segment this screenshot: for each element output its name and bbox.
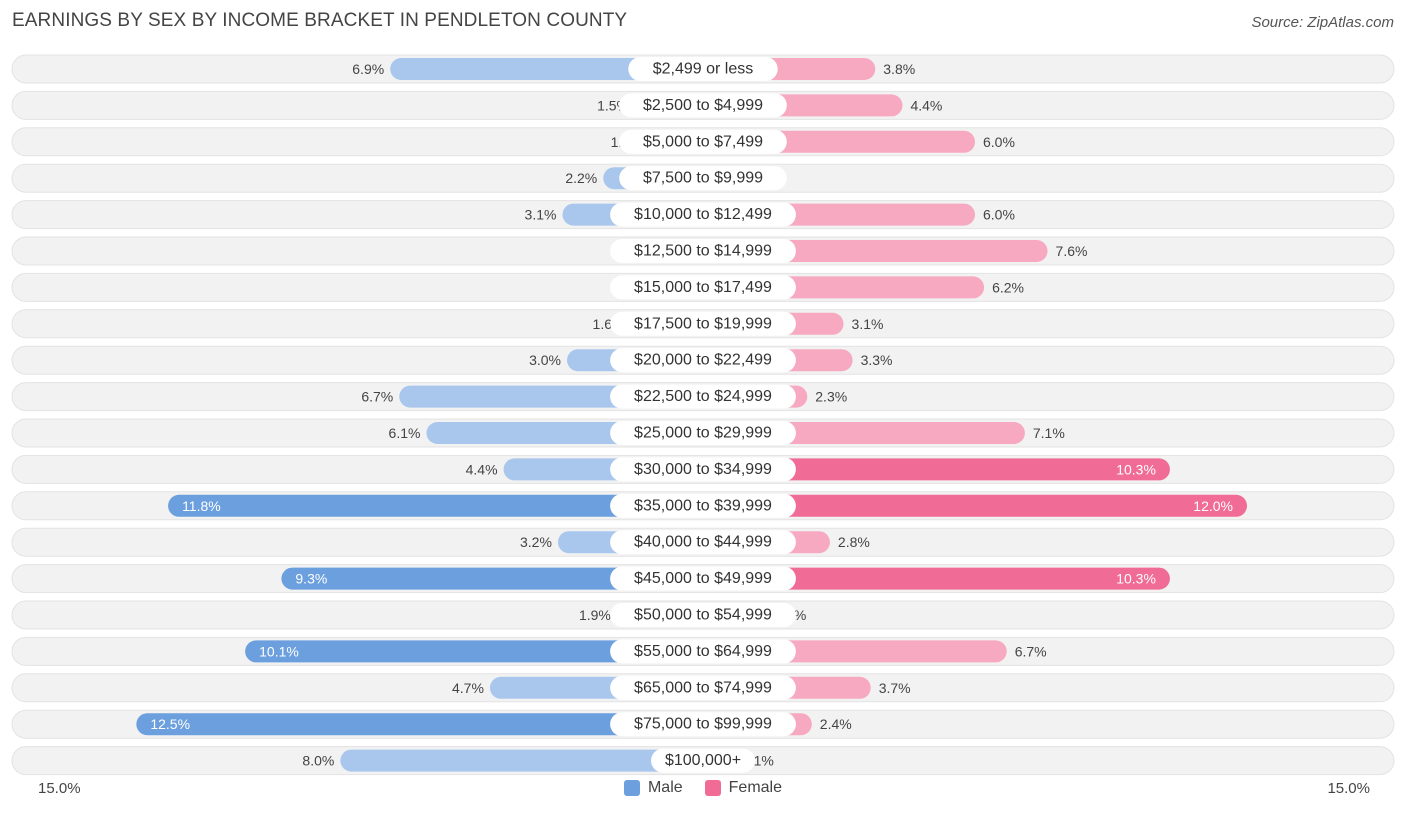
- female-value-label: 2.4%: [820, 716, 852, 732]
- category-pill: [610, 384, 796, 409]
- female-value-label: 4.4%: [910, 97, 942, 113]
- category-pill: [610, 675, 796, 700]
- category-pill: [628, 57, 778, 81]
- category-pill: [610, 712, 796, 737]
- chart-title: EARNINGS BY SEX BY INCOME BRACKET IN PEN…: [12, 10, 628, 31]
- category-label: $75,000 to $99,999: [634, 716, 772, 733]
- female-value-label: 6.2%: [992, 279, 1024, 295]
- female-value-label: 6.0%: [983, 207, 1015, 223]
- male-swatch-icon: [623, 780, 640, 796]
- female-value-label: 6.7%: [1015, 643, 1047, 659]
- axis-left-label: 15.0%: [38, 780, 81, 797]
- category-pill: [610, 348, 796, 373]
- category-label: $2,499 or less: [653, 61, 754, 78]
- female-bar: [703, 567, 1170, 590]
- category-label: $22,500 to $24,999: [634, 388, 772, 405]
- category-label: $50,000 to $54,999: [634, 607, 772, 624]
- category-label: $65,000 to $74,999: [634, 679, 772, 696]
- category-pill: [610, 421, 796, 445]
- female-bar: [703, 494, 1247, 517]
- category-label: $17,500 to $19,999: [634, 315, 772, 332]
- category-label: $15,000 to $17,499: [634, 279, 772, 296]
- male-value-label: 6.9%: [352, 61, 384, 77]
- male-bar: [168, 494, 704, 517]
- category-pill: [651, 748, 755, 773]
- category-label: $100,000+: [665, 752, 741, 769]
- legend-item-male[interactable]: Male: [623, 779, 683, 797]
- category-label: $2,500 to $4,999: [643, 97, 763, 114]
- category-pill: [610, 603, 796, 627]
- male-bar: [390, 58, 703, 80]
- category-label: $10,000 to $12,499: [634, 206, 772, 223]
- female-value-label: 3.7%: [879, 680, 911, 696]
- female-value-label: 3.1%: [852, 316, 884, 332]
- legend-label-male: Male: [647, 779, 683, 796]
- female-value-label: 7.1%: [1033, 425, 1065, 441]
- male-value-label: 12.5%: [150, 716, 190, 732]
- legend-label-female: Female: [728, 779, 783, 796]
- female-swatch-icon: [704, 780, 721, 796]
- category-label: $5,000 to $7,499: [643, 133, 763, 150]
- female-value-label: 2.3%: [815, 389, 847, 405]
- category-label: $30,000 to $34,999: [634, 461, 772, 478]
- female-value-label: 6.0%: [983, 134, 1015, 150]
- legend-item-female[interactable]: Female: [704, 779, 783, 797]
- source-credit: Source: ZipAtlas.com: [1251, 14, 1394, 31]
- category-pill: [610, 275, 796, 300]
- female-value-label: 3.3%: [861, 352, 893, 368]
- male-value-label: 10.1%: [259, 643, 299, 659]
- male-value-label: 9.3%: [295, 571, 327, 587]
- male-value-label: 6.1%: [389, 425, 421, 441]
- female-value-label: 7.6%: [1056, 243, 1088, 259]
- male-value-label: 6.7%: [361, 389, 393, 405]
- category-pill: [610, 639, 796, 664]
- male-bar: [340, 749, 703, 772]
- male-value-label: 8.0%: [302, 753, 334, 769]
- category-label: $45,000 to $49,999: [634, 570, 772, 587]
- category-label: $40,000 to $44,999: [634, 534, 772, 551]
- male-bar: [136, 713, 704, 736]
- male-value-label: 11.8%: [182, 498, 221, 514]
- male-value-label: 4.7%: [452, 680, 484, 696]
- category-pill: [610, 311, 796, 336]
- category-pill: [619, 166, 787, 191]
- legend: Male Female: [0, 779, 1406, 797]
- category-label: $20,000 to $22,499: [634, 352, 772, 369]
- category-label: $55,000 to $64,999: [634, 643, 772, 660]
- category-pill: [610, 493, 796, 518]
- category-label: $25,000 to $29,999: [634, 425, 772, 442]
- female-value-label: 12.0%: [1193, 498, 1233, 514]
- category-pill: [619, 93, 787, 118]
- category-pill: [610, 239, 796, 263]
- category-pill: [610, 202, 796, 227]
- category-pill: [610, 457, 796, 482]
- male-value-label: 3.0%: [529, 352, 561, 368]
- male-bar: [281, 567, 703, 590]
- category-pill: [610, 530, 796, 555]
- category-label: $7,500 to $9,999: [643, 170, 763, 187]
- female-bar: [703, 458, 1170, 481]
- category-pill: [619, 129, 787, 154]
- male-value-label: 1.9%: [579, 607, 611, 623]
- category-pill: [610, 566, 796, 591]
- male-bar: [245, 640, 703, 663]
- male-value-label: 3.2%: [520, 534, 552, 550]
- female-value-label: 10.3%: [1116, 461, 1156, 477]
- female-value-label: 3.8%: [883, 61, 915, 77]
- category-label: $35,000 to $39,999: [634, 497, 772, 514]
- male-value-label: 2.2%: [565, 170, 597, 186]
- female-value-label: 10.3%: [1116, 571, 1156, 587]
- female-value-label: 2.8%: [838, 534, 870, 550]
- category-label: $12,500 to $14,999: [634, 243, 772, 260]
- male-value-label: 3.1%: [525, 207, 557, 223]
- male-value-label: 4.4%: [466, 461, 498, 477]
- axis-right-label: 15.0%: [1327, 780, 1370, 797]
